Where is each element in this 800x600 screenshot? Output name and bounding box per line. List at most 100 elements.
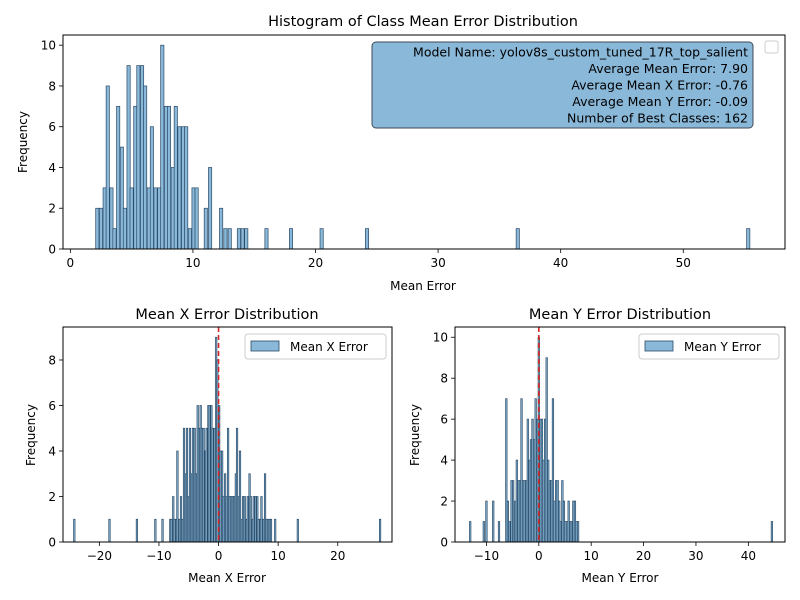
histogram-bar [211,427,214,543]
legend-swatch [644,340,674,352]
histogram-bar [512,480,515,543]
histogram-bar [177,126,182,250]
x-tick-label: 40 [553,256,568,270]
bars-group [469,336,773,543]
histogram-bar [225,496,228,543]
y-tick-label: 0 [48,536,56,550]
histogram-bar [265,518,268,543]
histogram-bar [289,228,293,250]
histogram-bar [149,126,154,250]
chart-title: Histogram of Class Mean Error Distributi… [268,14,578,30]
x-tick-label: −10 [146,549,171,563]
legend-frame [638,333,780,360]
x-tick-label: 20 [330,549,345,563]
mean-x-error-histogram: Mean X Error Distribution −20 −10 0 10 20 0 2 4… [24,307,393,585]
histogram-bar [200,427,203,543]
y-tick-label: 4 [48,161,56,175]
histogram-bar [170,518,173,543]
histogram-bar [260,496,263,543]
info-average-mean-error: Average Mean Error: 7.90 [588,61,748,76]
histogram-bar [246,496,249,543]
histogram-bar [191,427,195,543]
histogram-bar [73,518,76,543]
histogram-bar [365,228,369,250]
y-tick-label: 10 [41,39,56,53]
histogram-bar [232,496,236,543]
histogram-bar [482,521,485,543]
legend-frame [244,333,387,360]
histogram-bar [129,187,134,250]
histogram-bar [244,228,249,250]
x-tick-label: 30 [688,549,703,563]
y-axis-label: Frequency [16,111,30,173]
y-tick-label: 8 [48,79,56,93]
y-tick-label: 2 [48,490,56,504]
histogram-bar [167,105,172,250]
histogram-bar [181,518,184,543]
y-axis-label: Frequency [408,404,422,466]
histogram-bar [108,518,111,543]
histogram-bar [577,521,580,543]
ticks-group: −20 −10 0 10 20 0 2 4 6 8 [48,353,345,563]
histogram-bar [203,207,208,250]
histogram-bar [184,126,189,250]
histogram-bar [105,85,110,250]
legend [764,40,779,54]
histogram-bar [122,207,127,250]
chart-title: Mean X Error Distribution [135,307,318,323]
histogram-bar [176,450,179,543]
histogram-bar [208,405,211,543]
histogram-bar [238,450,242,543]
histogram-bar [252,496,255,543]
y-tick-label: 6 [48,120,56,134]
histogram-bar [269,518,273,543]
histogram-bar [135,518,138,543]
legend-swatch [250,340,280,352]
histogram-bar [274,518,277,543]
histogram-bar [205,427,208,543]
histogram-bar [249,496,252,543]
y-axis-label: Frequency [24,404,38,466]
x-tick-label: 50 [676,256,691,270]
x-tick-label: 40 [741,549,756,563]
x-tick-label: 10 [584,549,599,563]
y-tick-label: 2 [440,495,448,509]
y-tick-label: 6 [440,413,448,427]
histogram-bar [99,207,103,250]
histogram-bar [508,521,511,543]
histogram-bar [188,427,192,543]
y-tick-label: 4 [48,444,56,458]
histogram-bar [228,496,231,543]
mean-error-histogram: Histogram of Class Mean Error Distributi… [16,14,786,293]
x-axis-label: Mean Error [390,279,456,293]
histogram-bar [194,187,199,250]
y-tick-label: 10 [433,331,448,345]
histogram-bar [153,187,158,250]
histogram-bar [197,427,200,543]
info-number-best-classes: Number of Best Classes: 162 [567,111,748,126]
histogram-bar [497,521,501,543]
bars-group [73,336,382,543]
histogram-bar [154,518,157,543]
info-average-mean-y-error: Average Mean Y Error: -0.09 [572,94,748,109]
x-tick-label: −10 [474,549,499,563]
mean-y-error-histogram: Mean Y Error Distribution −10 0 10 20 30 40 0 2… [408,307,786,585]
info-model-name: Model Name: yolov8s_custom_tuned_17R_top… [413,45,748,60]
y-tick-label: 8 [440,372,448,386]
histogram-bar [235,427,239,543]
ticks-group: −10 0 10 20 30 40 0 2 4 6 8 10 [433,331,756,563]
histogram-bar [230,496,233,543]
histogram-bar [236,228,241,250]
info-average-mean-x-error: Average Mean X Error: -0.76 [571,78,748,93]
x-axis-label: Mean Y Error [582,571,659,585]
y-tick-label: 0 [440,536,448,550]
histogram-bar [223,228,228,250]
histogram-bar [143,85,148,250]
plot-frame [62,326,393,543]
histogram-bar [185,427,189,543]
histogram-bar [116,105,121,250]
legend-entry: Mean X Error [290,340,368,354]
x-tick-label: 0 [535,549,543,563]
histogram-bar [173,518,176,543]
histogram-bar [202,427,205,543]
